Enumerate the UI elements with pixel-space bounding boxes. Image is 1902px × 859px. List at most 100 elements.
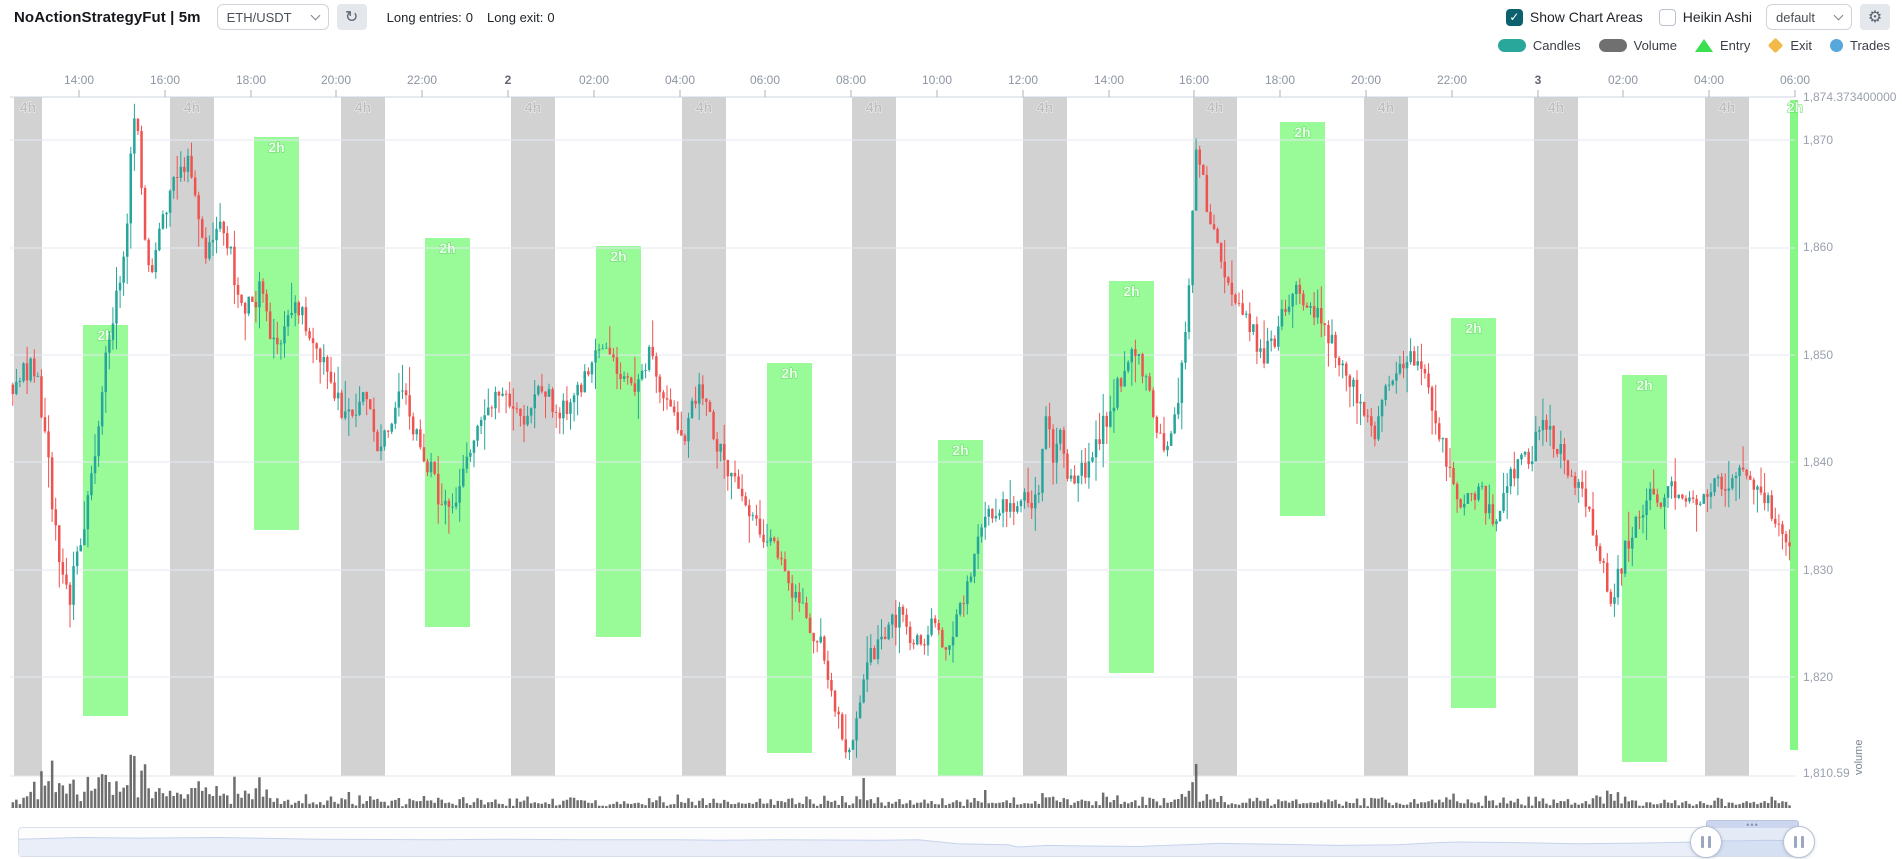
price-axis-label: 1,850 bbox=[1803, 348, 1833, 362]
area-label-4h: 4h bbox=[866, 99, 882, 115]
area-label-2h: 2h bbox=[1636, 377, 1652, 393]
timeframe-area-4h bbox=[852, 97, 896, 776]
legend-label: Entry bbox=[1720, 38, 1751, 53]
legend-item-candles[interactable]: Candles bbox=[1497, 38, 1581, 53]
plot-config-select[interactable]: default bbox=[1766, 4, 1852, 30]
timeframe-area-2h bbox=[596, 246, 641, 637]
legend-item-exit[interactable]: Exit bbox=[1768, 37, 1813, 54]
timeframe-area-4h bbox=[1534, 97, 1578, 776]
area-label-4h: 4h bbox=[355, 99, 371, 115]
area-label-2h: 2h bbox=[952, 442, 968, 458]
timeframe-area-4h bbox=[1705, 97, 1749, 776]
pair-select-value: ETH/USDT bbox=[226, 9, 292, 25]
time-axis-label: 16:00 bbox=[1179, 73, 1209, 87]
datazoom-overview-area bbox=[18, 836, 1798, 856]
time-axis-label: 22:00 bbox=[407, 73, 437, 87]
volume-bars bbox=[11, 754, 1791, 808]
area-label-4h: 4h bbox=[1548, 99, 1564, 115]
timeframe-area-2h-edge bbox=[1790, 100, 1798, 750]
time-axis-label: 04:00 bbox=[1694, 73, 1724, 87]
datazoom-move-handle[interactable]: ••• bbox=[1706, 820, 1799, 829]
area-label-2h: 2h bbox=[610, 248, 626, 264]
settings-button[interactable]: ⚙ bbox=[1860, 4, 1890, 30]
timeframe-area-2h bbox=[425, 238, 470, 627]
time-axis-label: 04:00 bbox=[665, 73, 695, 87]
timeframe-area-2h bbox=[767, 363, 812, 753]
area-label-4h: 4h bbox=[696, 99, 712, 115]
datazoom-slider[interactable]: ••• bbox=[18, 820, 1815, 858]
refresh-button[interactable]: ↻ bbox=[336, 4, 367, 30]
refresh-icon: ↻ bbox=[344, 7, 359, 26]
exit-marker-icon bbox=[1768, 37, 1784, 54]
chevron-down-icon bbox=[310, 10, 321, 21]
time-axis-label: 06:00 bbox=[750, 73, 780, 87]
chevron-down-icon bbox=[1833, 10, 1844, 21]
price-axis-label: 1,870 bbox=[1803, 133, 1833, 147]
time-axis-label: 12:00 bbox=[1008, 73, 1038, 87]
datazoom-left-handle[interactable] bbox=[1690, 826, 1722, 858]
time-axis-label: 16:00 bbox=[150, 73, 180, 87]
price-axis-label: 1,874.373400000 bbox=[1803, 90, 1897, 104]
legend-label: Volume bbox=[1633, 38, 1677, 53]
time-axis-label: 22:00 bbox=[1437, 73, 1467, 87]
price-axis-label: 1,820 bbox=[1803, 670, 1833, 684]
volume-marker-icon bbox=[1598, 39, 1627, 52]
heikin-ashi-label: Heikin Ashi bbox=[1682, 9, 1752, 25]
time-axis-label: 20:00 bbox=[321, 73, 351, 87]
time-axis-label: 06:00 bbox=[1780, 73, 1810, 87]
plot-config-value: default bbox=[1776, 9, 1816, 25]
legend-label: Trades bbox=[1850, 38, 1890, 53]
price-axis-label: 1,840 bbox=[1803, 455, 1833, 469]
area-label-2h: 2h bbox=[1787, 99, 1803, 115]
timeframe-area-4h bbox=[14, 97, 42, 776]
price-axis-label: 1,860 bbox=[1803, 240, 1833, 254]
timeframe-area-4h bbox=[170, 97, 214, 776]
timeframe-area-4h bbox=[1193, 97, 1237, 776]
area-label-4h: 4h bbox=[20, 99, 36, 115]
time-axis-label: 02:00 bbox=[579, 73, 609, 87]
time-axis-label: 18:00 bbox=[236, 73, 266, 87]
legend-item-entry[interactable]: Entry bbox=[1695, 38, 1750, 53]
gear-icon: ⚙ bbox=[1867, 7, 1883, 26]
long-exit-stat: Long exit: 0 bbox=[487, 9, 555, 25]
timeframe-area-4h bbox=[511, 97, 555, 776]
legend-item-volume[interactable]: Volume bbox=[1598, 38, 1677, 53]
entry-marker-icon bbox=[1695, 39, 1713, 52]
check-icon: ✓ bbox=[1509, 10, 1520, 24]
signal-stats: Long entries: 0 Long exit: 0 bbox=[387, 10, 555, 25]
area-label-2h: 2h bbox=[1465, 320, 1481, 336]
timeframe-area-2h bbox=[1109, 281, 1154, 673]
show-chart-areas-label: Show Chart Areas bbox=[1529, 9, 1643, 25]
area-label-2h: 2h bbox=[97, 327, 113, 343]
area-label-2h: 2h bbox=[268, 139, 284, 155]
legend-item-trades[interactable]: Trades bbox=[1830, 38, 1890, 53]
chart-legend: Candles Volume Entry Exit Trades bbox=[0, 34, 1902, 57]
time-axis-label: 18:00 bbox=[1265, 73, 1295, 87]
main-chart[interactable]: 4h 4h 4h 4h 4h 4h 4h 4h 4h 4h 4h 2h 2h 2h 2h 2h 2h 2h 2h 2h… bbox=[0, 0, 1902, 824]
time-axis-label: 2 bbox=[505, 73, 512, 87]
datazoom-area-line bbox=[18, 836, 1798, 848]
area-label-4h: 4h bbox=[525, 99, 541, 115]
time-axis-label: 02:00 bbox=[1608, 73, 1638, 87]
datazoom-right-handle[interactable] bbox=[1783, 826, 1815, 858]
area-label-4h: 4h bbox=[1378, 99, 1394, 115]
area-label-4h: 4h bbox=[1207, 99, 1223, 115]
volume-axis-title: volume bbox=[1853, 740, 1865, 775]
long-entries-stat: Long entries: 0 bbox=[386, 9, 474, 25]
timeframe-area-2h bbox=[1622, 375, 1667, 762]
show-chart-areas-checkbox[interactable]: ✓ bbox=[1505, 8, 1523, 26]
area-label-2h: 2h bbox=[1294, 124, 1310, 140]
heikin-ashi-checkbox[interactable]: ✓ bbox=[1658, 8, 1676, 26]
area-label-4h: 4h bbox=[1719, 99, 1735, 115]
price-axis-label: 1,810.59 bbox=[1803, 766, 1850, 780]
pair-select[interactable]: ETH/USDT bbox=[216, 4, 329, 30]
legend-label: Exit bbox=[1790, 38, 1813, 53]
time-axis-label: 14:00 bbox=[64, 73, 94, 87]
area-label-2h: 2h bbox=[1123, 283, 1139, 299]
time-axis-label: 08:00 bbox=[836, 73, 866, 87]
show-chart-areas-control: ✓ Show Chart Areas bbox=[1505, 8, 1643, 26]
area-label-4h: 4h bbox=[184, 99, 200, 115]
time-axis-label: 3 bbox=[1535, 73, 1542, 87]
area-label-4h: 4h bbox=[1037, 99, 1053, 115]
strategy-title: NoActionStrategyFut | 5m bbox=[14, 8, 201, 26]
